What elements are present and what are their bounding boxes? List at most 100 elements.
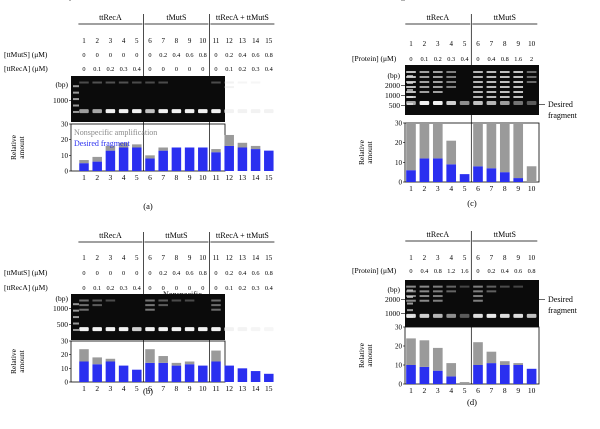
gel-band-desired [499,101,510,105]
gel-band-nonspecific [513,91,524,93]
gel-band-nonspecific [145,299,155,302]
bar-desired [171,365,182,382]
gel-band-desired [92,109,102,114]
lane-number: 8 [175,254,179,262]
gel-band-desired [211,109,221,114]
lane-number: 5 [135,37,139,45]
lane-number: 8 [503,254,507,262]
gel-band-nonspecific [92,299,102,302]
gel-band-desired [184,109,195,114]
x-tick-label: 9 [188,384,192,393]
group-label: ttMutS [165,231,187,240]
bp-tick-label: 500 [57,0,69,2]
concentration-value: 0 [476,56,479,63]
gel-band-desired [198,327,208,332]
concentration-value: 0.3 [447,56,455,63]
concentration-value: 0 [122,270,125,277]
concentration-value: 0.8 [199,270,207,277]
concentration-value: 0 [175,66,178,73]
gel-band-nonspecific [486,290,497,293]
gel-band-desired [118,109,129,114]
concentration-label: [ttMutS] (μM) [4,268,48,277]
lane-number: 13 [239,254,247,262]
bp-axis-label: (bp) [388,71,401,80]
concentration-value: 0 [175,285,178,292]
concentration-value: 0.8 [528,268,536,275]
lane-number: 7 [490,254,494,262]
bar-nonspecific [158,147,168,151]
y-tick-label: 30 [61,121,69,129]
y-tick-label: 0 [65,168,69,176]
ladder-band [407,89,413,91]
x-tick-label: 8 [175,173,179,182]
concentration-value: 2 [530,56,533,63]
bar-desired [171,147,182,171]
bar-nonspecific [158,356,168,363]
concentration-label: [Protein] (μM) [352,266,397,275]
bar-desired [406,365,416,384]
group-label: ttRecA [426,13,449,22]
lane-number: 4 [449,40,453,48]
gel-band-nonspecific [145,308,155,311]
bar-nonspecific [432,123,443,159]
bar-desired [513,178,524,182]
bar-desired [158,362,168,382]
bp-tick-label: 500 [57,320,69,329]
ladder-band [73,104,79,107]
y-axis-label: amount [17,349,26,372]
gel-annotation: Desired [548,100,573,109]
lane-number: 10 [199,37,207,45]
gel-annotation: Desired [548,295,573,304]
concentration-value: 0.6 [252,270,260,277]
gel-band-nonspecific [406,81,416,83]
gel-band-nonspecific [224,86,234,89]
gel-band-desired [459,101,470,105]
ladder-band [73,110,79,113]
gel-band-nonspecific [432,71,443,73]
y-axis-label: amount [17,135,26,158]
bar-desired [211,361,221,382]
bar-nonspecific [171,362,182,366]
gel-band-desired [406,313,416,318]
concentration-value: 0.4 [501,268,510,275]
y-axis-label: amount [365,343,374,366]
group-label: ttRecA + ttMutS [216,13,269,22]
gel-band-desired [79,109,89,114]
lane-number: 6 [476,40,480,48]
concentration-value: 0.2 [159,270,167,277]
bar-nonspecific [105,358,116,362]
x-tick-label: 1 [82,173,86,182]
concentration-value: 0 [162,66,165,73]
gel-band-nonspecific [419,71,430,73]
gel-band-desired [224,327,234,332]
gel-band-desired [171,327,182,332]
gel-band-nonspecific [486,81,497,83]
lane-number: 1 [82,37,86,45]
ladder-band [73,85,79,88]
concentration-value: 0 [409,268,412,275]
bp-tick-label: 1000 [385,309,400,318]
ladder-band [407,302,413,305]
gel-band-nonspecific [406,290,416,293]
concentration-value: 0 [96,52,99,59]
x-tick-label: 2 [95,384,99,393]
x-tick-label: 7 [490,386,494,395]
x-tick-label: 4 [122,384,126,393]
lane-number: 14 [252,37,260,45]
group-label: ttRecA [99,231,122,240]
bar-nonspecific [499,123,510,173]
x-tick-label: 5 [135,384,139,393]
bar-desired [264,150,274,171]
concentration-value: 0.6 [186,270,194,277]
gel-band-desired [198,109,208,114]
concentration-value: 0.3 [120,285,128,292]
concentration-value: 0.4 [265,285,274,292]
bar-nonspecific [224,134,234,146]
gel-band-desired [526,313,537,318]
chart-frame [404,122,540,183]
gel-band-nonspecific [486,86,497,88]
gel-band-desired [145,109,155,114]
gel-band-nonspecific [79,304,89,307]
lane-number: 6 [148,254,152,262]
